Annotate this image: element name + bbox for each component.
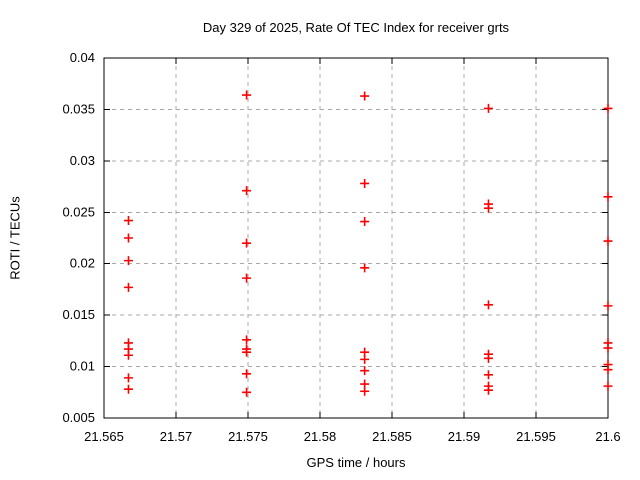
data-point-marker (123, 282, 133, 292)
data-point-marker (123, 350, 133, 360)
data-point-marker (360, 178, 370, 188)
data-point-marker (603, 192, 613, 202)
y-tick-label: 0.03 (70, 153, 95, 168)
data-point-marker (242, 347, 252, 357)
data-point-marker (242, 335, 252, 345)
x-tick-label: 21.57 (160, 429, 193, 444)
data-point-marker (360, 366, 370, 376)
x-tick-label: 21.575 (228, 429, 268, 444)
data-point-marker (242, 273, 252, 283)
y-tick-label: 0.01 (70, 359, 95, 374)
data-point-marker (483, 353, 493, 363)
y-tick-label: 0.015 (62, 307, 95, 322)
data-point-marker (483, 300, 493, 310)
data-point-marker (603, 381, 613, 391)
data-point-marker (123, 373, 133, 383)
data-point-marker (360, 91, 370, 101)
data-point-marker (242, 238, 252, 248)
data-point-marker (242, 90, 252, 100)
data-point-marker (123, 256, 133, 266)
data-point-marker (603, 365, 613, 375)
x-tick-label: 21.565 (84, 429, 124, 444)
data-point-marker (242, 186, 252, 196)
data-point-marker (603, 103, 613, 113)
plot-border (103, 57, 609, 419)
data-point-marker (483, 385, 493, 395)
x-tick-label: 21.6 (595, 429, 620, 444)
data-point-marker (483, 103, 493, 113)
x-tick-label: 21.59 (448, 429, 481, 444)
y-tick-label: 0.035 (62, 101, 95, 116)
data-point-marker (483, 203, 493, 213)
data-point-marker (603, 301, 613, 311)
chart-title: Day 329 of 2025, Rate Of TEC Index for r… (202, 20, 510, 35)
y-tick-label: 0.04 (70, 50, 95, 65)
y-tick-label: 0.025 (62, 204, 95, 219)
x-tick-label: 21.58 (304, 429, 337, 444)
data-point-marker (360, 263, 370, 273)
data-point-marker (123, 384, 133, 394)
x-tick-label: 21.595 (516, 429, 556, 444)
y-tick-label: 0.02 (70, 256, 95, 271)
y-tick-label: 0.005 (62, 410, 95, 425)
data-point-marker (360, 386, 370, 396)
data-point-marker (483, 370, 493, 380)
data-point-marker (123, 216, 133, 226)
data-point-marker (360, 217, 370, 227)
data-point-marker (360, 354, 370, 364)
x-axis-label: GPS time / hours (306, 455, 406, 470)
x-tick-label: 21.585 (372, 429, 412, 444)
data-point-marker (242, 369, 252, 379)
data-point-marker (242, 387, 252, 397)
data-point-marker (603, 343, 613, 353)
data-point-marker (123, 233, 133, 243)
data-point-marker (603, 236, 613, 246)
